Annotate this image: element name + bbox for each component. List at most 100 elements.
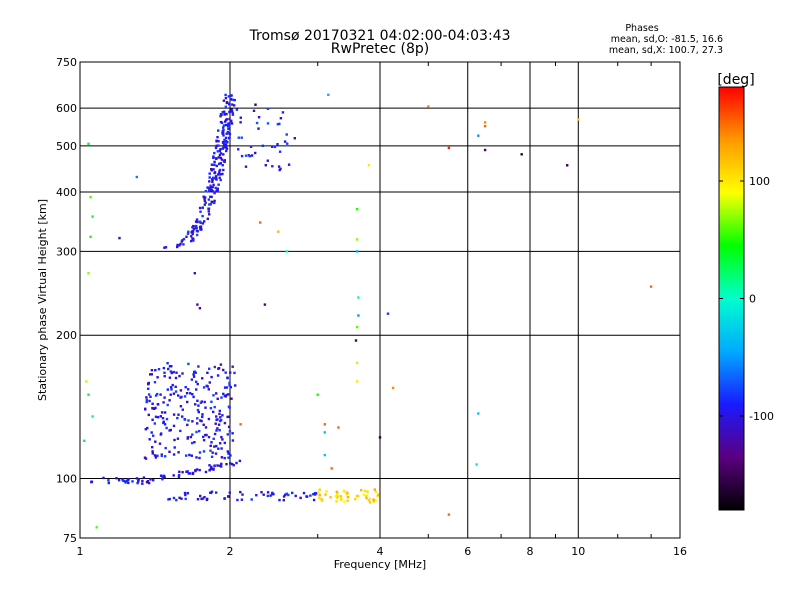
data-point — [202, 386, 206, 389]
data-point — [171, 383, 174, 387]
data-point — [215, 418, 218, 421]
data-point — [483, 148, 487, 152]
data-point — [164, 446, 167, 450]
data-point — [147, 387, 150, 390]
data-point — [266, 491, 270, 494]
data-point — [216, 397, 219, 400]
data-point — [366, 490, 369, 493]
x-tick-label: 2 — [227, 545, 234, 558]
data-point — [199, 494, 202, 498]
data-point — [217, 129, 220, 132]
data-point — [212, 168, 215, 171]
data-point — [228, 117, 231, 121]
data-point — [217, 367, 221, 370]
data-point — [323, 423, 326, 426]
data-point — [197, 404, 200, 407]
data-point — [229, 386, 232, 389]
data-point — [218, 162, 221, 166]
data-point — [231, 462, 234, 466]
data-point — [240, 136, 243, 139]
data-point — [374, 490, 378, 493]
data-point — [215, 392, 218, 395]
data-point — [294, 494, 297, 498]
data-point — [281, 111, 285, 114]
data-point — [87, 393, 90, 396]
data-point — [185, 235, 188, 238]
data-point — [172, 474, 175, 477]
data-point — [186, 400, 189, 404]
data-point — [221, 111, 224, 114]
data-point — [83, 439, 86, 442]
data-point — [167, 367, 170, 371]
data-point — [200, 419, 203, 423]
data-point — [228, 110, 231, 113]
data-point — [165, 417, 169, 421]
data-point — [202, 423, 205, 426]
data-point — [172, 453, 176, 456]
data-point — [203, 400, 206, 404]
data-point — [377, 493, 380, 496]
data-point — [175, 498, 178, 502]
data-point — [226, 376, 229, 379]
chart-subtitle: RwPretec (8p) — [331, 41, 429, 57]
data-point — [172, 413, 176, 416]
data-point — [162, 366, 166, 370]
data-point — [185, 454, 188, 457]
data-point — [226, 433, 229, 436]
data-point — [213, 191, 216, 195]
data-point — [222, 99, 226, 102]
data-point — [340, 498, 343, 501]
data-point — [189, 435, 193, 439]
data-point — [210, 375, 213, 379]
data-point — [172, 370, 175, 374]
data-point — [180, 240, 183, 243]
data-point — [235, 108, 239, 111]
data-point — [179, 389, 183, 392]
data-point — [318, 496, 321, 499]
data-point — [219, 148, 222, 151]
data-point — [160, 454, 163, 457]
data-point — [204, 406, 207, 409]
data-point — [206, 371, 209, 374]
data-point — [196, 303, 199, 306]
data-point — [209, 407, 213, 410]
data-point — [213, 171, 216, 175]
data-point — [190, 235, 193, 238]
data-point — [225, 132, 228, 135]
data-point — [174, 376, 178, 380]
data-point — [154, 406, 157, 410]
data-point — [204, 190, 207, 193]
data-point — [232, 464, 235, 467]
data-point — [357, 314, 360, 317]
data-point — [183, 418, 187, 421]
data-point — [203, 197, 206, 200]
data-point — [150, 373, 153, 376]
data-point — [237, 148, 240, 151]
data-point — [218, 409, 221, 413]
data-point — [217, 183, 220, 186]
data-point — [207, 207, 210, 210]
data-point — [164, 246, 168, 249]
data-point — [141, 482, 144, 485]
data-point — [238, 459, 242, 463]
data-point — [367, 499, 371, 502]
data-point — [148, 399, 151, 403]
data-point — [266, 122, 270, 125]
data-point — [202, 439, 206, 442]
data-point — [229, 98, 233, 101]
data-point — [200, 497, 203, 501]
colorbar-label: [deg] — [717, 72, 754, 88]
data-point — [149, 478, 152, 481]
data-point — [198, 468, 201, 472]
data-point — [195, 430, 198, 434]
data-point — [201, 214, 204, 218]
data-point — [127, 478, 130, 481]
data-point — [163, 475, 166, 478]
x-tick-label: 4 — [377, 545, 384, 558]
data-point — [161, 475, 164, 478]
data-point — [183, 491, 187, 495]
data-point — [202, 450, 206, 453]
data-point — [165, 426, 168, 430]
data-point — [208, 172, 211, 175]
data-point — [186, 423, 189, 427]
